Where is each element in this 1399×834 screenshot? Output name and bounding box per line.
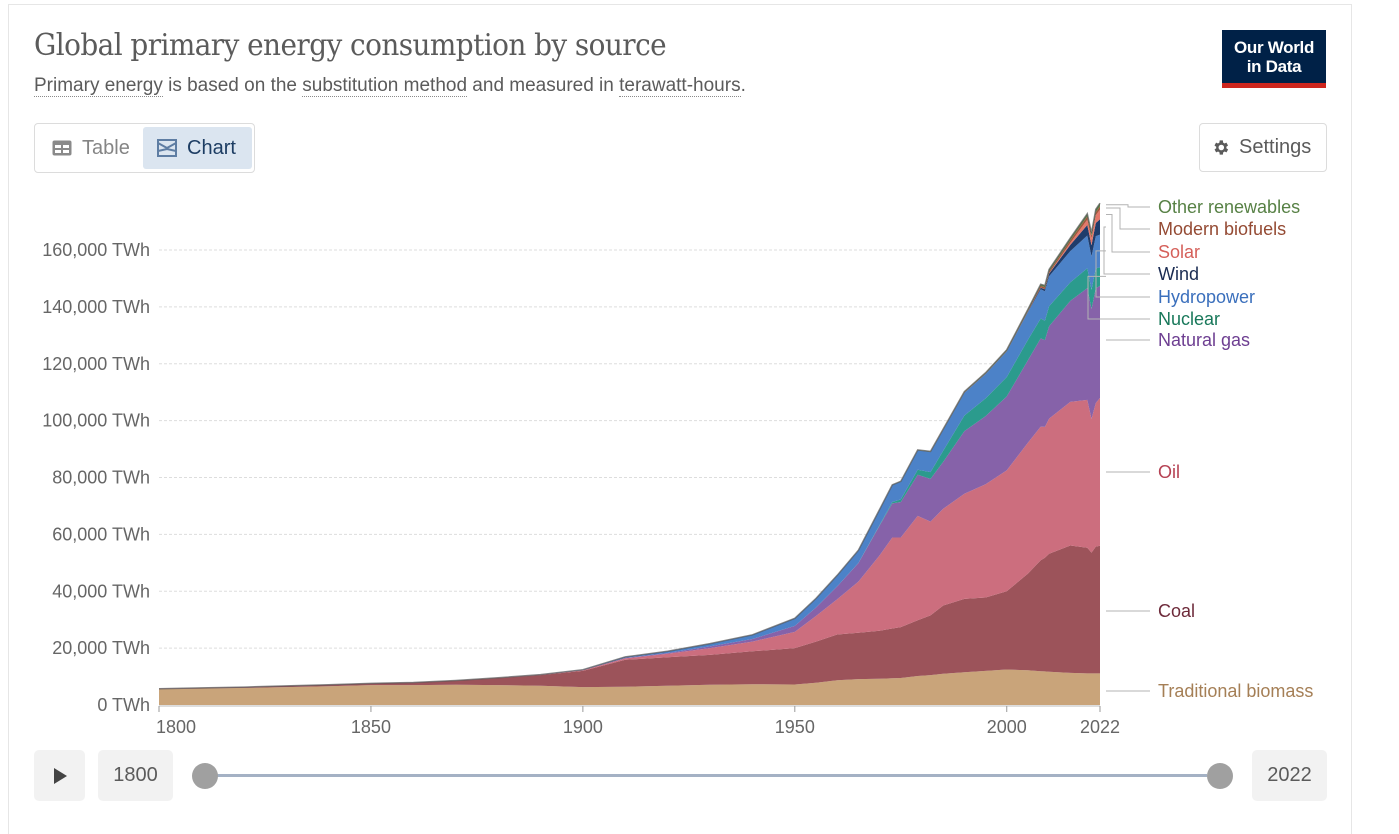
y-tick-label: 60,000 TWh	[52, 524, 150, 544]
legend-connector	[1106, 207, 1150, 230]
legend-label-coal[interactable]: Coal	[1158, 601, 1195, 621]
grid-lines	[159, 249, 1100, 649]
legend-connector	[1095, 250, 1150, 298]
legend-label-oil[interactable]: Oil	[1158, 462, 1180, 482]
x-tick-label: 1900	[563, 717, 603, 737]
subtitle-link[interactable]: Primary energy	[34, 75, 163, 97]
legend-label-other-renewables[interactable]: Other renewables	[1158, 197, 1300, 217]
x-axis: 1800 1850 1900 1950 2000 2022	[156, 705, 1120, 737]
area-oil	[159, 397, 1100, 689]
legend-connector	[1106, 204, 1150, 208]
x-tick-label: 1800	[156, 717, 196, 737]
legend-label-natural-gas[interactable]: Natural gas	[1158, 330, 1250, 350]
timeline: 1800 2022	[0, 750, 1399, 802]
subtitle-text: and measured in	[467, 75, 620, 96]
logo-line-1: Our World	[1233, 38, 1315, 57]
chart-card	[8, 4, 1352, 834]
timeline-start-handle[interactable]	[192, 763, 218, 789]
area-traditional-biomass	[159, 669, 1100, 705]
tab-chart[interactable]: Chart	[143, 127, 252, 169]
end-year-box[interactable]: 2022	[1252, 750, 1327, 801]
x-tick-label: 2022	[1080, 717, 1120, 737]
total-outline	[158, 202, 1101, 690]
logo-line-2: in Data	[1246, 57, 1302, 76]
legend-connector	[1106, 214, 1150, 253]
chart-subtitle: Primary energy is based on the substitut…	[34, 75, 746, 97]
y-tick-label: 120,000 TWh	[42, 354, 150, 374]
table-icon	[52, 140, 72, 156]
area-natural-gas	[159, 285, 1100, 689]
x-tick-label: 1850	[351, 717, 391, 737]
legend-label-nuclear[interactable]: Nuclear	[1158, 309, 1220, 329]
chart-title: Global primary energy consumption by sou…	[34, 28, 667, 63]
series-areas	[158, 202, 1101, 705]
settings-label: Settings	[1239, 136, 1312, 158]
legend-label-wind[interactable]: Wind	[1158, 264, 1199, 284]
tab-table[interactable]: Table	[38, 127, 142, 169]
owid-logo[interactable]: Our World in Data	[1222, 30, 1326, 88]
play-button[interactable]	[34, 750, 85, 801]
subtitle-text: is based on the	[162, 75, 303, 96]
x-tick-label: 2000	[987, 717, 1027, 737]
y-tick-label: 100,000 TWh	[42, 411, 150, 431]
tab-chart-label: Chart	[187, 136, 236, 159]
legend-label-traditional-biomass[interactable]: Traditional biomass	[1158, 681, 1313, 701]
subtitle-link[interactable]: substitution method	[302, 75, 468, 97]
legend: Traditional biomass Coal Oil Natural gasNuc…	[1087, 197, 1313, 701]
timeline-end-handle[interactable]	[1207, 763, 1233, 789]
y-tick-label: 20,000 TWh	[52, 638, 150, 658]
gear-icon	[1214, 140, 1229, 155]
legend-label-hydropower[interactable]: Hydropower	[1158, 287, 1255, 307]
subtitle-link[interactable]: terawatt-hours	[619, 75, 741, 97]
y-axis: 0 TWh 20,000 TWh 40,000 TWh 60,000 TWh 80,00…	[42, 240, 150, 715]
play-icon	[53, 767, 67, 784]
subtitle-text: .	[740, 75, 746, 96]
y-tick-label: 80,000 TWh	[52, 468, 150, 488]
y-tick-label: 140,000 TWh	[42, 297, 150, 317]
area-coal	[159, 545, 1100, 690]
legend-label-solar[interactable]: Solar	[1158, 242, 1200, 262]
x-tick-label: 1950	[775, 717, 815, 737]
y-tick-label: 160,000 TWh	[42, 240, 150, 260]
y-tick-label: 0 TWh	[97, 695, 150, 715]
view-tabs: Table Chart	[34, 123, 255, 173]
start-year-box[interactable]: 1800	[98, 750, 173, 801]
legend-connector	[1103, 226, 1150, 275]
settings-button[interactable]: Settings	[1199, 123, 1327, 172]
chart-icon	[157, 139, 177, 157]
timeline-track[interactable]	[217, 774, 1207, 777]
legend-connector	[1087, 275, 1150, 320]
legend-label-modern-biofuels[interactable]: Modern biofuels	[1158, 219, 1286, 239]
stacked-area-chart: 0 TWh 20,000 TWh 40,000 TWh 60,000 TWh 80,00…	[42, 197, 1313, 737]
tab-table-label: Table	[82, 136, 130, 159]
y-tick-label: 40,000 TWh	[52, 581, 150, 601]
